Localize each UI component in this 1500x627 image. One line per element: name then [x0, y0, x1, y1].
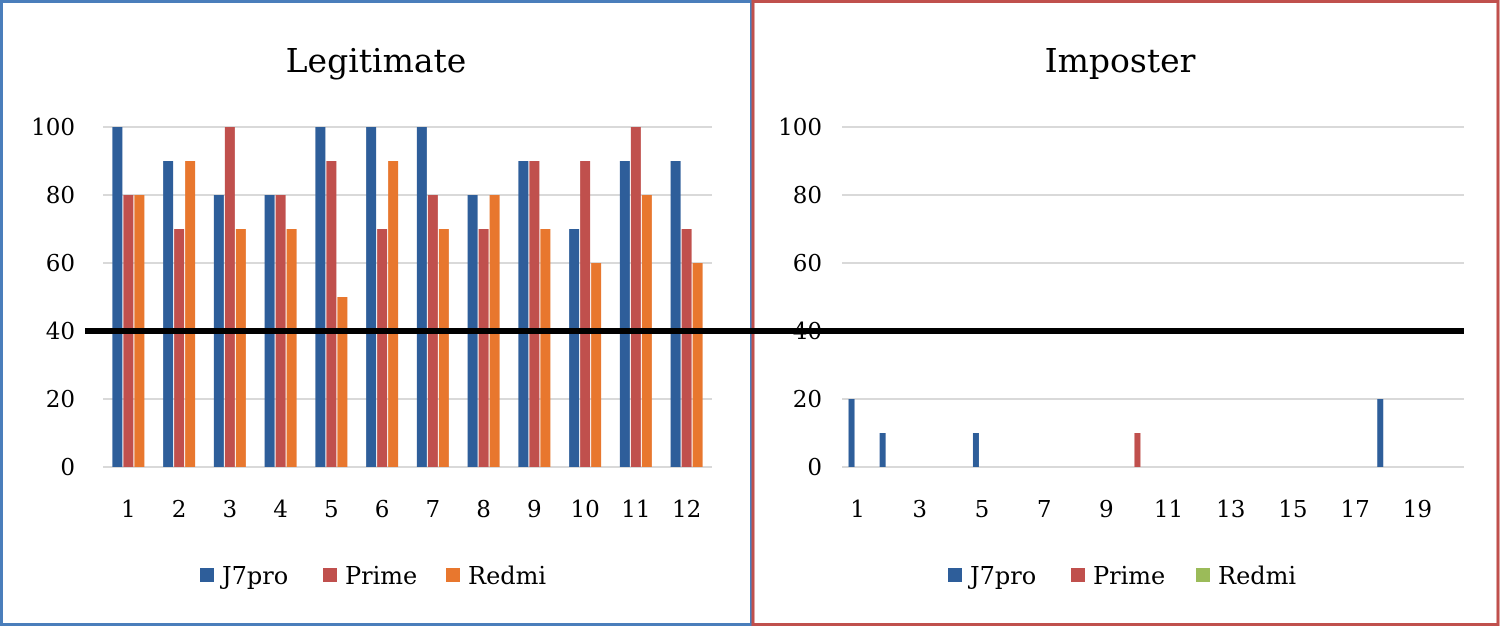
legend-swatch-redmi — [1196, 568, 1210, 582]
bar-j7pro-7 — [416, 127, 427, 467]
x-tick-label: 13 — [1216, 497, 1245, 523]
bar-prime-6 — [377, 229, 388, 467]
bar-prime-2 — [174, 229, 185, 467]
y-tick-label: 80 — [793, 183, 822, 209]
bar-redmi-2 — [185, 161, 196, 467]
bar-j7pro-11 — [619, 161, 630, 467]
bar-prime-8 — [478, 229, 489, 467]
bar-j7pro-6 — [366, 127, 377, 467]
bar-redmi-9 — [540, 229, 551, 467]
x-tick-label: 1 — [850, 497, 865, 523]
bar-redmi-12 — [692, 263, 703, 467]
legend-swatch-prime — [323, 568, 337, 582]
x-tick-label: 7 — [426, 497, 441, 523]
x-tick-label: 9 — [527, 497, 542, 523]
x-tick-label: 6 — [375, 497, 390, 523]
legend-label-redmi: Redmi — [1218, 562, 1296, 590]
bar-redmi-10 — [591, 263, 602, 467]
y-tick-label: 20 — [793, 387, 822, 413]
legitimate-chart-title: Legitimate — [286, 41, 467, 80]
x-tick-label: 11 — [621, 497, 650, 523]
legend-label-redmi: Redmi — [468, 562, 546, 590]
legend-label-j7pro: J7pro — [967, 562, 1036, 590]
bar-redmi-4 — [286, 229, 297, 467]
y-tick-label: 0 — [60, 455, 75, 481]
y-tick-label: 20 — [46, 387, 75, 413]
imposter-chart-title: Imposter — [1045, 41, 1196, 80]
x-tick-label: 12 — [672, 497, 701, 523]
bar-prime-10 — [1134, 433, 1141, 467]
y-tick-label: 0 — [807, 455, 822, 481]
x-tick-label: 3 — [223, 497, 238, 523]
y-tick-label: 60 — [46, 251, 75, 277]
x-tick-label: 10 — [570, 497, 599, 523]
legend-swatch-j7pro — [948, 568, 962, 582]
y-tick-label: 100 — [31, 115, 75, 141]
bar-j7pro-9 — [518, 161, 529, 467]
bar-j7pro-1 — [848, 399, 855, 467]
bar-j7pro-5 — [315, 127, 326, 467]
legend-swatch-prime — [1071, 568, 1085, 582]
y-tick-label: 60 — [793, 251, 822, 277]
x-tick-label: 8 — [476, 497, 491, 523]
imposter-chart: Imposter 020406080100135791113151719J7pr… — [778, 41, 1464, 590]
x-tick-label: 7 — [1037, 497, 1052, 523]
x-tick-label: 17 — [1341, 497, 1370, 523]
legend-label-prime: Prime — [345, 562, 417, 590]
legend-label-j7pro: J7pro — [219, 562, 288, 590]
x-tick-label: 19 — [1403, 497, 1432, 523]
bar-j7pro-1 — [112, 127, 123, 467]
x-tick-label: 15 — [1278, 497, 1307, 523]
legend-swatch-redmi — [446, 568, 460, 582]
bar-redmi-7 — [438, 229, 449, 467]
bar-j7pro-2 — [879, 433, 886, 467]
x-tick-label: 11 — [1154, 497, 1183, 523]
bar-prime-12 — [681, 229, 692, 467]
bar-j7pro-10 — [569, 229, 580, 467]
bar-redmi-6 — [388, 161, 399, 467]
x-tick-label: 4 — [273, 497, 288, 523]
bar-redmi-5 — [337, 297, 348, 467]
x-tick-label: 2 — [172, 497, 187, 523]
bar-prime-3 — [224, 127, 235, 467]
bar-j7pro-5 — [972, 433, 979, 467]
x-tick-label: 5 — [324, 497, 339, 523]
y-tick-label: 80 — [46, 183, 75, 209]
bar-redmi-3 — [235, 229, 246, 467]
bar-j7pro-2 — [163, 161, 174, 467]
bar-prime-5 — [326, 161, 337, 467]
legend-swatch-j7pro — [200, 568, 214, 582]
right-panel-frame — [751, 0, 1500, 626]
x-tick-label: 5 — [975, 497, 990, 523]
y-tick-label: 40 — [46, 319, 75, 345]
x-tick-label: 3 — [912, 497, 927, 523]
bar-prime-9 — [529, 161, 540, 467]
legend-label-prime: Prime — [1093, 562, 1165, 590]
y-tick-label: 100 — [778, 115, 822, 141]
x-tick-label: 9 — [1099, 497, 1114, 523]
bar-prime-11 — [630, 127, 641, 467]
bar-j7pro-18 — [1377, 399, 1384, 467]
x-tick-label: 1 — [121, 497, 136, 523]
bar-prime-10 — [580, 161, 591, 467]
bar-j7pro-12 — [670, 161, 681, 467]
